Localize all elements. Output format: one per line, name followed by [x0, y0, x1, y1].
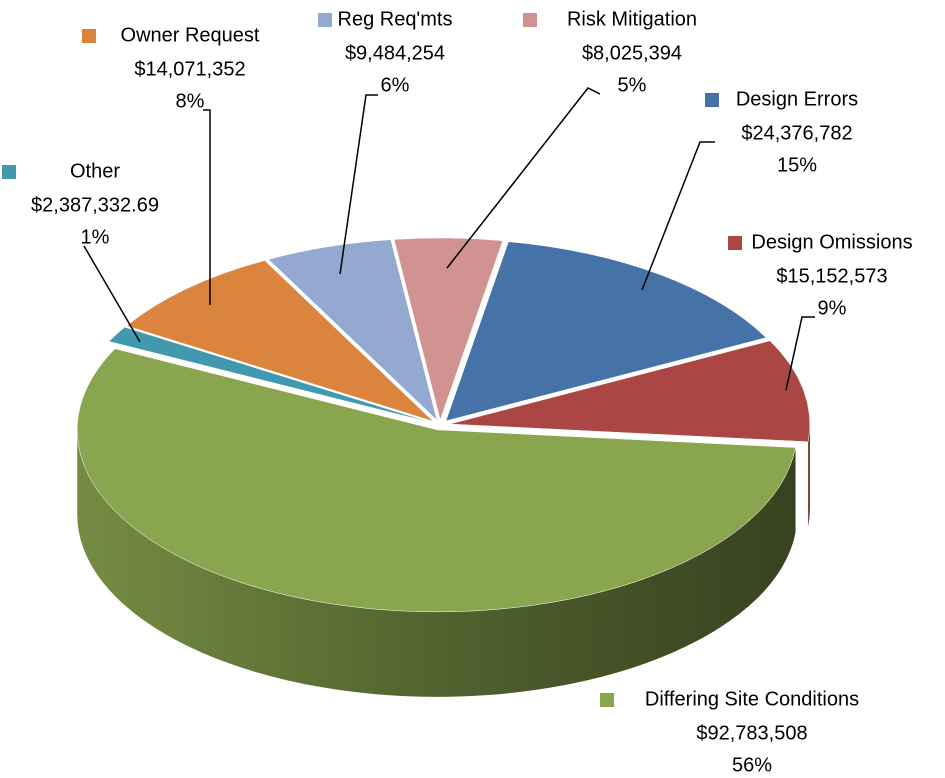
slice — [267, 239, 438, 421]
slice-value: $8,025,394 — [582, 42, 682, 64]
slice-name: Other — [70, 160, 120, 182]
slice-percent: 6% — [381, 74, 410, 96]
legend-swatch — [2, 165, 16, 179]
slice-percent: 15% — [777, 154, 817, 176]
slice — [108, 326, 432, 423]
slice — [126, 260, 434, 422]
slice-name: Risk Mitigation — [567, 8, 697, 30]
legend-swatch — [705, 93, 719, 107]
slice-value: $15,152,573 — [776, 265, 887, 287]
leader-line — [339, 94, 378, 275]
slice-side-shade — [77, 429, 796, 697]
pie-sides — [77, 424, 810, 697]
slice-percent: 1% — [81, 226, 110, 248]
leader-line — [203, 109, 211, 305]
slice-value: $2,387,332.69 — [31, 194, 159, 216]
slice-value: $92,783,508 — [696, 722, 807, 744]
leader-line — [785, 316, 815, 391]
legend-swatch — [523, 13, 537, 27]
leader-line — [641, 141, 715, 291]
legend-swatch — [318, 13, 332, 27]
slice — [445, 241, 767, 422]
legend-swatch — [82, 29, 96, 43]
slice-percent: 8% — [176, 90, 205, 112]
slice-name: Design Errors — [736, 88, 858, 110]
pie-tops — [77, 237, 811, 613]
slice-value: $24,376,782 — [741, 122, 852, 144]
slice-name: Design Omissions — [751, 231, 912, 253]
data-labels: Design Errors $24,376,782 15% Design Omissi… — [2, 8, 913, 776]
slice — [449, 340, 811, 443]
leader-line — [83, 245, 141, 343]
slice — [393, 237, 504, 421]
slice-value: $14,071,352 — [134, 58, 245, 80]
slice-side-shade — [808, 424, 810, 527]
slice-value: $9,484,254 — [345, 42, 445, 64]
slice-name: Reg Req'mts — [338, 8, 453, 30]
slice — [77, 348, 796, 613]
legend-swatch — [728, 236, 742, 250]
slice-percent: 5% — [618, 74, 647, 96]
legend-swatch — [600, 693, 614, 707]
leader-lines — [83, 87, 815, 391]
leader-line — [446, 87, 601, 269]
slice-percent: 56% — [732, 754, 772, 776]
slice-name: Differing Site Conditions — [645, 688, 859, 710]
slice-percent: 9% — [818, 297, 847, 319]
slice-name: Owner Request — [121, 24, 260, 46]
